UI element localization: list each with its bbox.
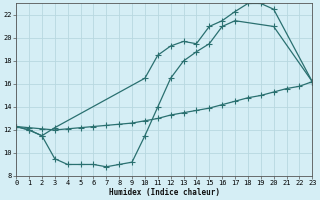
X-axis label: Humidex (Indice chaleur): Humidex (Indice chaleur) [109, 188, 220, 197]
